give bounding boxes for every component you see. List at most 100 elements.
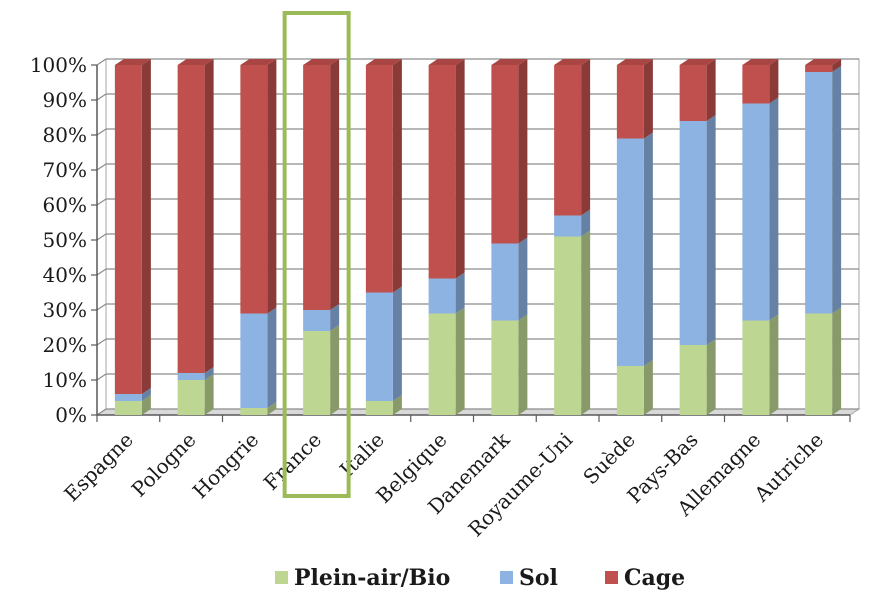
y-tick-label: 80%	[43, 123, 87, 147]
bar-side-face	[330, 325, 340, 415]
bar-side-face	[141, 59, 151, 394]
bar-side-face	[392, 286, 402, 401]
bar-front-face	[240, 408, 268, 415]
bar-top-face	[365, 59, 402, 65]
bar-front-face	[554, 236, 582, 415]
bar-france-cage	[303, 59, 340, 310]
bar-side-face	[706, 339, 716, 415]
bar-belgique-cage	[428, 59, 465, 279]
gridlines	[95, 58, 861, 416]
bar-belgique-plein-air-bio	[428, 307, 465, 415]
bar-su-de-plein-air-bio	[616, 360, 653, 415]
bar-side-face	[643, 59, 653, 139]
legend-label: Plein-air/Bio	[294, 565, 450, 591]
bar-side-face	[267, 307, 277, 408]
bar-italie-cage	[365, 59, 402, 293]
bar-front-face	[491, 320, 519, 415]
gridline-depth	[96, 233, 107, 241]
bar-front-face	[114, 401, 142, 415]
bar-side-face	[769, 314, 779, 415]
bar-side-face	[392, 395, 402, 415]
legend-swatch	[605, 571, 618, 584]
bar-front-face	[805, 313, 833, 415]
legend-swatch	[500, 571, 513, 584]
gridline-depth	[96, 163, 107, 171]
legend-label: Sol	[519, 565, 558, 591]
bar-side-face	[141, 395, 151, 415]
bar-autriche-sol	[805, 66, 842, 314]
bar-front-face	[114, 65, 142, 394]
gridline-depth	[96, 198, 107, 206]
bar-side-face	[204, 59, 214, 373]
x-category-label: Pologne	[127, 428, 201, 502]
bar-side-face	[141, 388, 151, 401]
bar-front-face	[240, 313, 268, 408]
bar-front-face	[303, 65, 331, 310]
bar-side-face	[518, 314, 528, 415]
bar-front-face	[679, 345, 707, 415]
bar-france-sol	[303, 304, 340, 331]
x-category-label: France	[259, 428, 326, 495]
bar-side-face	[643, 132, 653, 366]
bar-side-face	[832, 307, 842, 415]
bar-front-face	[742, 320, 770, 415]
gridline-depth	[96, 303, 107, 311]
legend-item-plein-air-bio: Plein-air/Bio	[275, 565, 450, 591]
bar-pologne-cage	[177, 59, 214, 373]
bar-side-face	[832, 66, 842, 314]
bar-allemagne-cage	[742, 59, 779, 104]
gridline-depth	[96, 373, 107, 381]
bar-front-face	[805, 65, 833, 72]
bar-side-face	[392, 59, 402, 293]
highlight-box-france	[282, 11, 351, 498]
bar-side-face	[581, 59, 591, 216]
bar-front-face	[177, 373, 205, 380]
bar-front-face	[303, 331, 331, 415]
bar-side-face	[706, 59, 716, 121]
bar-front-face	[679, 121, 707, 345]
bar-danemark-plein-air-bio	[491, 314, 528, 415]
gridline-depth	[96, 268, 107, 276]
bar-danemark-sol	[491, 237, 528, 321]
bar-top-face	[303, 59, 340, 65]
bar-front-face	[491, 243, 519, 321]
legend-item-cage: Cage	[605, 565, 685, 591]
bar-front-face	[554, 65, 582, 216]
bar-front-face	[365, 65, 393, 293]
y-tick-label: 20%	[43, 333, 87, 357]
bar-su-de-cage	[616, 59, 653, 139]
bar-hongrie-plein-air-bio	[240, 402, 277, 415]
bar-espagne-plein-air-bio	[114, 395, 151, 415]
gridline-depth	[96, 93, 107, 101]
bar-top-face	[177, 59, 214, 65]
y-tick-label: 0%	[55, 403, 87, 427]
bar-side-face	[769, 59, 779, 104]
bar-pays-bas-plein-air-bio	[679, 339, 716, 415]
bar-front-face	[428, 278, 456, 314]
bar-side-face	[204, 367, 214, 380]
y-tick-label: 60%	[43, 193, 87, 217]
bar-front-face	[365, 292, 393, 401]
bar-allemagne-plein-air-bio	[742, 314, 779, 415]
bar-hongrie-sol	[240, 307, 277, 408]
bar-top-face	[240, 59, 277, 65]
bar-allemagne-sol	[742, 97, 779, 321]
bar-front-face	[428, 65, 456, 279]
bar-su-de-sol	[616, 132, 653, 366]
bar-belgique-sol	[428, 272, 465, 314]
bars	[114, 59, 842, 415]
bar-front-face	[240, 65, 268, 314]
bar-hongrie-cage	[240, 59, 277, 314]
y-tick-label: 30%	[43, 298, 87, 322]
bar-front-face	[805, 72, 833, 314]
bar-front-face	[177, 65, 205, 373]
y-tick-label: 70%	[43, 158, 87, 182]
bar-side-face	[643, 360, 653, 415]
legend-label: Cage	[624, 565, 685, 591]
bar-italie-plein-air-bio	[365, 395, 402, 415]
x-category-label: Suède	[578, 428, 640, 490]
bar-top-face	[679, 59, 716, 65]
bar-front-face	[679, 65, 707, 121]
legend: Plein-air/Bio Sol Cage	[275, 565, 685, 591]
